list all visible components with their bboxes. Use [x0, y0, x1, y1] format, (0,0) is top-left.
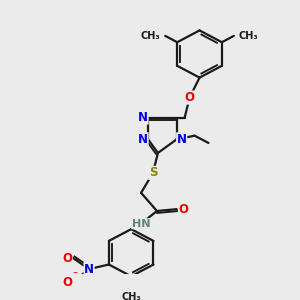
Text: N: N: [177, 133, 187, 146]
Text: CH₃: CH₃: [122, 292, 141, 300]
Text: CH₃: CH₃: [141, 31, 160, 41]
Text: O: O: [179, 203, 189, 216]
Text: S: S: [149, 167, 157, 179]
Text: O: O: [62, 252, 72, 265]
Text: CH₃: CH₃: [239, 31, 258, 41]
Text: N: N: [84, 262, 94, 276]
Text: N: N: [138, 133, 148, 146]
Text: O: O: [62, 276, 72, 289]
Text: ⁻: ⁻: [73, 270, 78, 280]
Text: HN: HN: [132, 219, 150, 229]
Text: O: O: [184, 91, 195, 104]
Text: N: N: [138, 111, 148, 124]
